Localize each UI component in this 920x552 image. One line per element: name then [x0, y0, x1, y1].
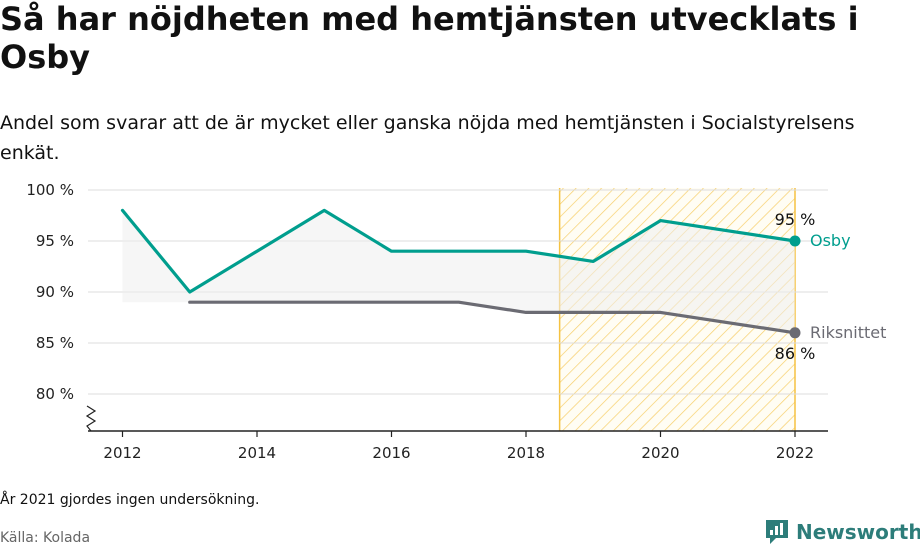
series-name-label: Osby: [810, 231, 851, 250]
x-tick-label: 2012: [103, 444, 141, 462]
series-end-point: [789, 327, 801, 339]
series-line-osby: [120, 208, 797, 294]
series-line-riksnittet: [188, 300, 797, 335]
y-tick-label: 80 %: [36, 385, 74, 403]
line-chart: 80 % 85 % 90 % 95 % 100 % 2012 2014 2016 2018 202…: [26, 181, 886, 462]
x-tick-label: 2022: [776, 444, 814, 462]
x-tick-label: 2014: [238, 444, 276, 462]
chart-subtitle: Andel som svarar att de är mycket eller …: [0, 112, 855, 164]
x-tick-label: 2018: [507, 444, 545, 462]
brand-logo[interactable]: Newsworthy: [764, 518, 920, 546]
footnote: År 2021 gjordes ingen undersökning.: [0, 492, 260, 508]
newsworthy-logo-icon: [766, 520, 788, 544]
series-end-value-label: 86 %: [775, 344, 816, 363]
source-note: Källa: Kolada: [0, 530, 91, 546]
series-end-point: [789, 235, 801, 247]
chart-title: Så har nöjdheten med hemtjänsten utveckl…: [0, 0, 859, 76]
y-tick-label: 95 %: [36, 232, 74, 250]
brand-name: Newsworthy: [796, 520, 920, 544]
series-name-label: Riksnittet: [810, 323, 886, 342]
y-tick-label: 100 %: [26, 181, 74, 199]
x-tick-label: 2016: [372, 444, 410, 462]
x-tick-label: 2020: [641, 444, 679, 462]
series-end-value-label: 95 %: [775, 210, 816, 229]
axis-break-icon: [85, 405, 97, 432]
y-tick-label: 90 %: [36, 283, 74, 301]
y-tick-label: 85 %: [36, 334, 74, 352]
